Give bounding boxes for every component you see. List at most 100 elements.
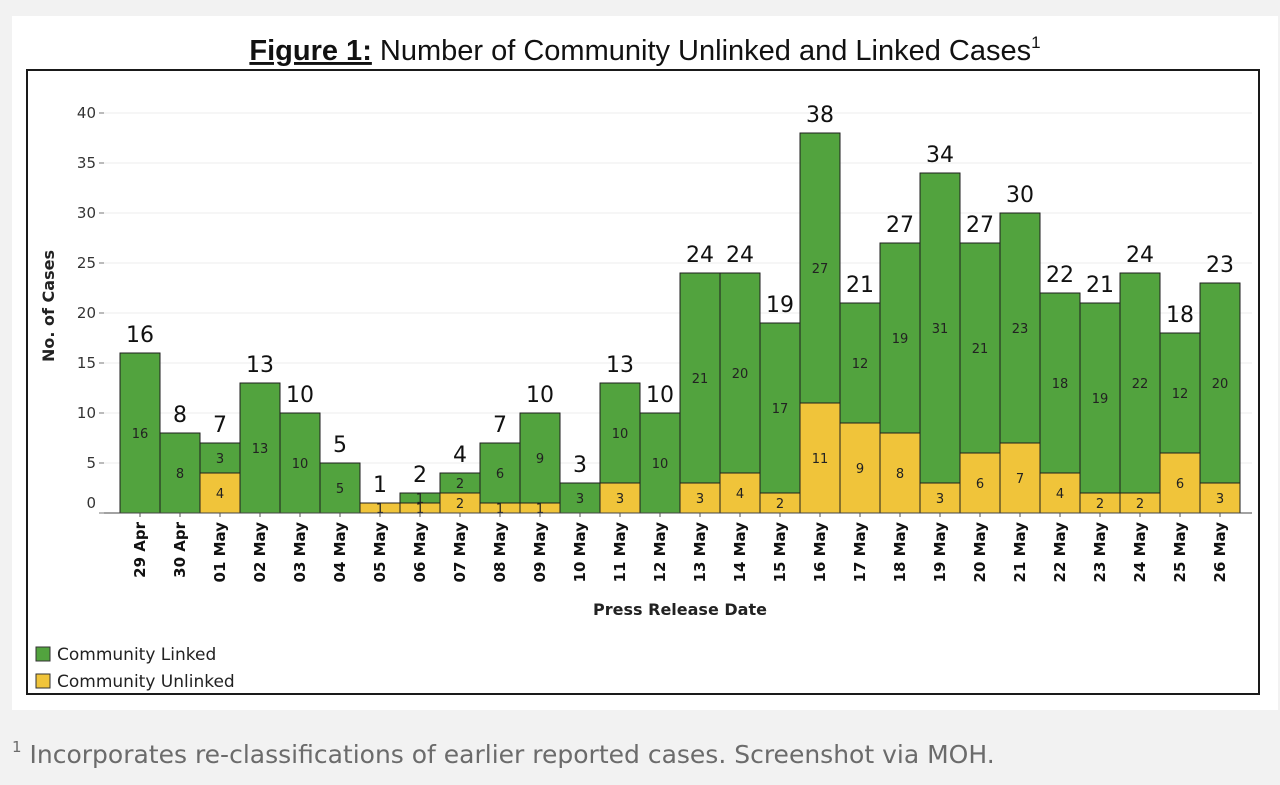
bar-linked-label: 21 [692,372,709,387]
chart-title-main: Number of Community Unlinked and Linked … [372,35,1031,67]
x-tick-label: 10 May [571,522,589,583]
bar-linked [719,272,761,474]
x-tick-label: 24 May [1131,522,1149,583]
bar-linked-label: 12 [1172,387,1189,402]
bar-total-label: 10 [286,383,314,408]
x-tick-label: 21 May [1011,522,1029,583]
bar-unlinked-label: 4 [216,487,224,502]
bar-linked [1119,272,1161,494]
bar-total-label: 5 [333,433,347,458]
bar-unlinked-label: 4 [1056,487,1064,502]
bar-total-label: 3 [573,453,587,478]
bar-linked [679,272,721,484]
footnote-text: Incorporates re-classifications of earli… [21,740,995,769]
y-tick-label: 35 [77,154,96,172]
bar-total-label: 24 [726,243,754,268]
y-tick-label: 25 [77,254,96,272]
bar-unlinked-label: 1 [376,502,384,517]
x-tick-label: 04 May [331,522,349,583]
bar-linked-label: 27 [812,262,829,277]
bar-unlinked-label: 1 [536,502,544,517]
bar-linked-label: 23 [1012,322,1029,337]
bar-total-label: 24 [686,243,714,268]
bar-linked-label: 18 [1052,377,1069,392]
x-tick-label: 08 May [491,522,509,583]
bars [119,132,1241,514]
bar-total-label: 38 [806,103,834,128]
x-tick-label: 06 May [411,522,429,583]
bar-linked [159,432,201,514]
x-tick-label: 25 May [1171,522,1189,583]
bar-unlinked-label: 2 [776,497,784,512]
bar-unlinked-label: 2 [456,497,464,512]
bar-linked [759,322,801,494]
chart-title: Figure 1: Number of Community Unlinked a… [249,33,1040,67]
bar-unlinked [1159,452,1201,514]
bar-linked-label: 12 [852,357,869,372]
x-tick-label: 14 May [731,522,749,583]
x-tick-label: 02 May [251,522,269,583]
bar-total-label: 27 [966,213,994,238]
bar-unlinked-label: 3 [936,492,944,507]
legend-swatch-unlinked [35,673,51,689]
bar-linked-label: 9 [536,452,544,467]
bar-linked [799,132,841,404]
bar-linked-label: 6 [496,467,504,482]
bar-total-label: 7 [493,413,507,438]
bar-linked [559,482,601,514]
x-axis-title: Press Release Date [593,600,767,619]
bar-total-label: 16 [126,323,154,348]
bar-unlinked-label: 1 [416,502,424,517]
footnote: 1 Incorporates re-classifications of ear… [12,738,995,769]
x-tick-label: 19 May [931,522,949,583]
legend-swatch-linked [35,646,51,662]
bar-linked-label: 10 [292,457,309,472]
x-tick-label: 07 May [451,522,469,583]
bar-total-label: 8 [173,403,187,428]
bar-total-label: 18 [1166,303,1194,328]
x-tick-label: 13 May [691,522,709,583]
x-tick-label: 03 May [291,522,309,583]
bar-unlinked [879,432,921,514]
x-axis: 29 Apr 30 Apr 01 May 02 May 03 May 04 May 05 M… [104,512,1252,583]
bar-total-label: 4 [453,443,467,468]
x-tick-label: 20 May [971,522,989,583]
footnote-marker: 1 [12,738,22,756]
bar-linked [239,382,281,514]
bar-linked-label: 3 [576,492,584,507]
bar-linked-label: 13 [252,442,269,457]
bar-total-label: 7 [213,413,227,438]
bar-unlinked [679,482,721,514]
bar-unlinked [599,482,641,514]
x-tick-label: 09 May [531,522,549,583]
bar-linked [639,412,681,514]
bar-linked-label: 2 [456,477,464,492]
bar-linked-label: 1 [416,492,424,507]
bar-unlinked [1199,482,1241,514]
x-tick-label: 30 Apr [171,521,189,577]
bar-unlinked-label: 2 [1096,497,1104,512]
bar-linked-label: 22 [1132,377,1149,392]
bar-total-label: 21 [846,273,874,298]
legend-label-unlinked: Community Unlinked [57,672,235,692]
bar-linked-label: 10 [652,457,669,472]
bar-unlinked-label: 6 [1176,477,1184,492]
bar-unlinked-label: 3 [1216,492,1224,507]
bar-linked-label: 10 [612,427,629,442]
x-tick-label: 18 May [891,522,909,583]
bar-linked [959,242,1001,454]
y-tick-label: 40 [77,104,96,122]
bar-linked [919,172,961,484]
bar-unlinked-label: 11 [812,452,829,467]
bar-total-label: 10 [526,383,554,408]
bar-unlinked-label: 4 [736,487,744,502]
bar-linked-label: 19 [1092,392,1109,407]
legend-label-linked: Community Linked [57,645,216,665]
bar-unlinked-label: 8 [896,467,904,482]
bar-linked-label: 21 [972,342,989,357]
bar-linked-label: 5 [336,482,344,497]
bar-total-label: 23 [1206,253,1234,278]
legend: Community Linked Community Unlinked [35,645,235,692]
bar-total-label: 2 [413,463,427,488]
bar-linked-label: 31 [932,322,949,337]
